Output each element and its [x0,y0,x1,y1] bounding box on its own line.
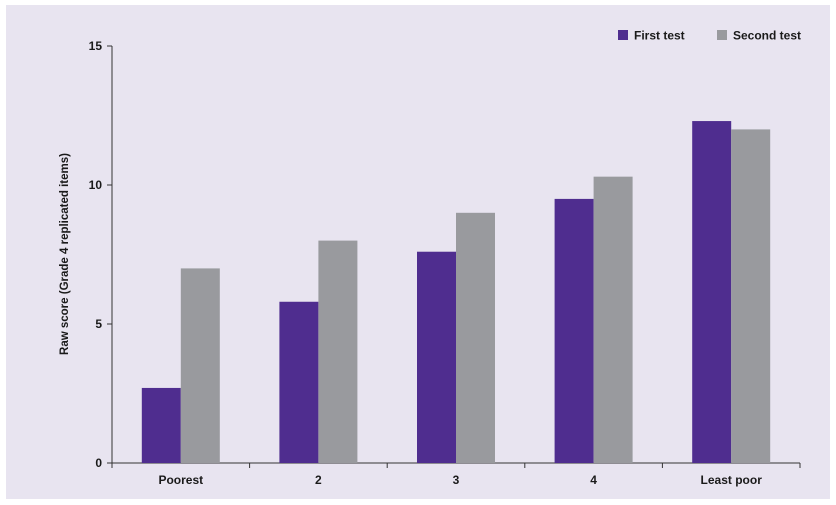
legend-swatch [717,30,727,40]
x-tick-label: Least poor [701,473,763,487]
legend: First test Second test [618,29,801,43]
x-tick-label: 3 [453,473,460,487]
bars [141,121,771,463]
bar-second-test [731,129,771,463]
y-tick-label: 10 [89,178,103,192]
bar-second-test [318,240,358,463]
bar-first-test [554,198,594,463]
bar-second-test [180,268,220,463]
x-axis: Poorest 2 3 4 Least poor [111,462,801,487]
x-tick-label: 4 [590,473,597,487]
bar-first-test [279,301,319,463]
y-tick-label: 5 [95,317,102,331]
legend-swatch [618,30,628,40]
y-tick-label: 15 [89,39,103,53]
bar-first-test [141,387,181,463]
y-axis-label: Raw score (Grade 4 replicated items) [59,153,71,355]
bar-first-test [692,121,732,463]
legend-label: First test [634,29,685,43]
x-tick-label: 2 [315,473,322,487]
bar-second-test [593,176,633,463]
bar-first-test [417,251,456,463]
y-axis: 0 5 10 15 [89,39,113,470]
x-tick-label: Poorest [158,473,203,487]
legend-label: Second test [733,29,801,43]
y-tick-label: 0 [95,456,102,470]
bar-second-test [456,212,495,463]
